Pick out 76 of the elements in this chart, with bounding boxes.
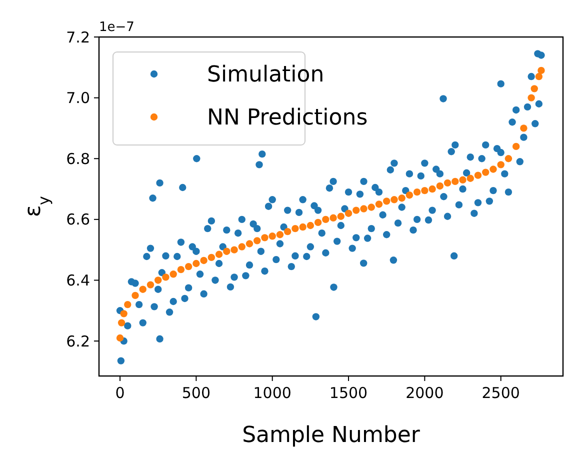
x-tick-label: 0: [115, 384, 125, 402]
point: [246, 240, 254, 248]
point: [200, 256, 208, 264]
legend-label: NN Predictions: [207, 106, 368, 131]
point: [466, 174, 474, 182]
point: [192, 260, 200, 268]
point: [344, 210, 352, 217]
point: [238, 243, 246, 250]
point: [337, 212, 344, 220]
point: [208, 254, 216, 262]
point: [390, 196, 398, 204]
point: [474, 172, 482, 179]
point: [132, 292, 139, 300]
point: [406, 192, 414, 199]
x-axis-title: Sample Number: [242, 423, 421, 448]
point: [292, 224, 299, 232]
y-tick-label: 7.2: [66, 28, 90, 46]
point: [261, 234, 268, 242]
point: [428, 185, 436, 193]
point: [162, 274, 170, 281]
y-tick-label: 6.2: [66, 332, 90, 350]
point: [368, 204, 375, 211]
x-tick-label: 1000: [253, 384, 292, 402]
point: [490, 166, 497, 173]
point: [520, 124, 528, 132]
point: [139, 286, 146, 293]
point: [459, 176, 466, 184]
y-tick-label: 6.4: [66, 271, 90, 290]
point: [360, 205, 368, 212]
x-tick-label: 500: [182, 384, 211, 402]
point: [306, 222, 314, 230]
point: [535, 72, 543, 80]
point: [322, 216, 330, 224]
point: [538, 66, 545, 74]
point: [299, 223, 306, 231]
point: [530, 85, 538, 92]
point: [118, 319, 126, 326]
point: [215, 250, 223, 258]
y-tick-label: 6.6: [66, 210, 90, 229]
point: [413, 188, 421, 196]
point: [421, 186, 428, 194]
point: [276, 231, 284, 238]
point: [383, 198, 390, 205]
point: [436, 182, 444, 190]
legend-label: Simulation: [207, 62, 324, 88]
point: [284, 228, 292, 236]
text: 1e−7: [99, 20, 134, 35]
point: [116, 334, 124, 342]
point: [444, 179, 452, 187]
point: [375, 200, 383, 208]
point: [330, 214, 337, 222]
point: [497, 161, 504, 168]
point: [452, 178, 459, 186]
point: [120, 310, 128, 318]
point: [184, 262, 192, 270]
x-tick-label: 2500: [482, 384, 520, 402]
point: [170, 270, 177, 278]
point: [352, 206, 360, 214]
point: [154, 276, 162, 284]
point: [528, 94, 535, 102]
y-tick-label: 6.8: [66, 150, 90, 168]
point: [254, 237, 261, 244]
point: [146, 281, 154, 288]
x-tick-label: 2000: [406, 384, 444, 402]
point: [482, 168, 490, 176]
point: [230, 246, 238, 254]
y-tick-label: 7.0: [66, 89, 90, 108]
point: [512, 142, 520, 150]
point: [504, 155, 512, 162]
point: [314, 218, 322, 226]
point: [124, 300, 132, 308]
point: [177, 266, 185, 274]
x-tick-label: 1500: [329, 384, 368, 402]
point: [223, 248, 230, 255]
point: [398, 194, 406, 202]
point: [268, 232, 276, 240]
